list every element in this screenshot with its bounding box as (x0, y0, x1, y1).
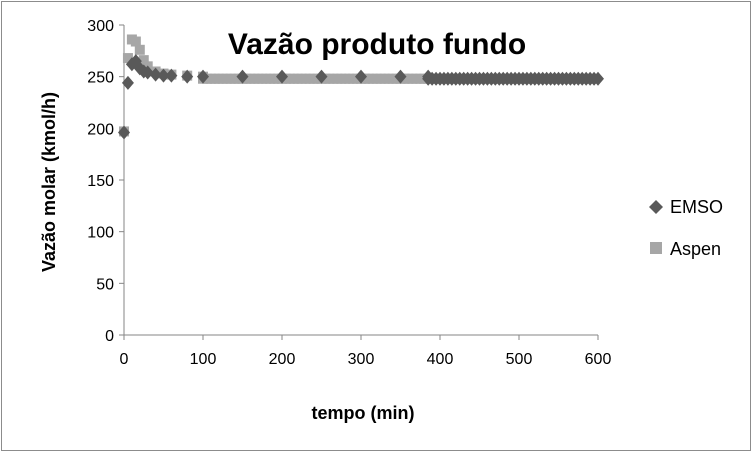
x-tick-label: 100 (190, 351, 217, 368)
x-tick-label: 600 (585, 351, 612, 368)
axes (119, 24, 599, 340)
aspen-point (138, 55, 149, 66)
legend-emso-label: EMSO (670, 197, 723, 217)
emso-point (355, 69, 367, 84)
chart-title: Vazão produto fundo (228, 28, 526, 61)
y-tick-label: 250 (87, 70, 114, 87)
y-tick-label: 200 (87, 121, 114, 138)
emso-point (157, 68, 170, 83)
emso-point (141, 65, 154, 80)
emso-point (197, 69, 209, 84)
x-tick-labels: 0 100 200 300 400 500 600 (120, 351, 612, 368)
emso-point (149, 67, 162, 82)
y-tick-labels: 0 50 100 150 200 250 300 (87, 18, 114, 345)
emso-point (236, 69, 249, 84)
aspen-point (130, 36, 141, 47)
legend-item-emso: EMSO (649, 197, 723, 217)
x-tick-label: 400 (427, 351, 454, 368)
x-tick-label: 0 (120, 351, 129, 368)
y-tick-label: 50 (96, 276, 114, 293)
emso-point (276, 69, 288, 84)
series-layer (118, 34, 604, 140)
legend-emso-marker (649, 200, 663, 214)
x-tick-label: 500 (506, 351, 533, 368)
aspen-point (134, 44, 145, 55)
series-emso (118, 54, 604, 140)
y-tick-label: 300 (87, 18, 114, 35)
y-tick-label: 100 (87, 225, 114, 242)
emso-point (394, 69, 407, 84)
emso-point (592, 71, 604, 86)
emso-point (315, 69, 328, 84)
aspen-point (122, 53, 133, 64)
y-tick-label: 150 (87, 173, 114, 190)
y-tick-label: 0 (105, 328, 114, 345)
x-tick-label: 200 (269, 351, 296, 368)
x-axis-title: tempo (min) (312, 403, 415, 423)
legend-aspen-marker (650, 242, 662, 254)
legend-aspen-label: Aspen (670, 239, 721, 259)
y-axis-title: Vazão molar (kmol/h) (39, 92, 59, 272)
x-tick-label: 300 (348, 351, 375, 368)
emso-point (165, 68, 178, 83)
legend-item-aspen: Aspen (650, 239, 721, 259)
emso-point (181, 69, 194, 84)
emso-point (121, 75, 134, 90)
legend: EMSO Aspen (649, 197, 723, 259)
